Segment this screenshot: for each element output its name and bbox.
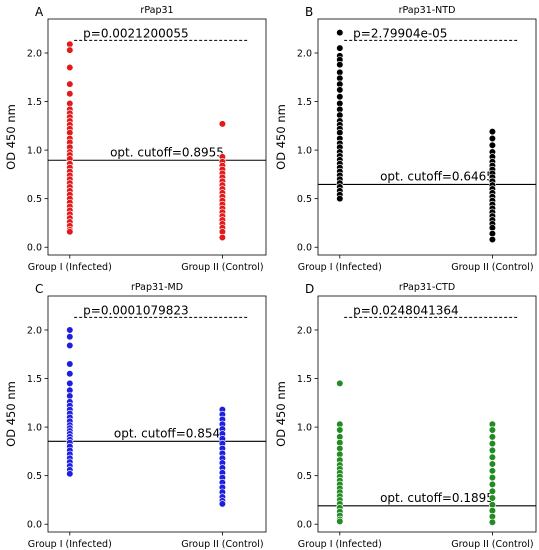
panel-letter: B (305, 5, 313, 19)
chart-title: rPap31-NTD (399, 5, 456, 16)
cutoff-label: opt. cutoff=0.1895 (380, 491, 494, 505)
data-point (336, 86, 344, 94)
data-point (488, 128, 497, 136)
p-value-label: p=0.0021200055 (83, 26, 188, 40)
y-tick-label: 1.5 (297, 97, 312, 108)
data-point (218, 500, 226, 508)
data-point (488, 235, 497, 244)
data-point (488, 480, 497, 489)
data-point (336, 93, 344, 101)
cutoff-label: opt. cutoff=0.6465 (380, 169, 494, 183)
data-point (488, 433, 497, 441)
data-point (336, 28, 344, 37)
y-tick-label: 1.0 (297, 423, 312, 434)
y-tick-label: 2.0 (297, 325, 312, 336)
data-point (66, 360, 74, 368)
y-tick-label: 1.0 (297, 146, 312, 157)
data-point (66, 90, 74, 98)
panel-letter: A (35, 5, 44, 19)
data-point (488, 460, 497, 468)
x-tick-label: Group II (Control) (181, 539, 263, 550)
y-tick-label: 0.5 (297, 471, 312, 482)
plot-frame (317, 18, 537, 256)
plot-frame (47, 18, 267, 256)
data-point (488, 446, 497, 455)
y-axis-label: OD 450 nm (4, 104, 18, 170)
p-value-label: p=0.0001079823 (83, 303, 188, 317)
data-point (66, 470, 74, 478)
y-tick-label: 0.0 (297, 520, 312, 531)
y-tick-label: 1.5 (297, 374, 312, 385)
data-point (218, 233, 226, 242)
data-point (336, 379, 344, 388)
data-point (488, 426, 497, 434)
data-point (336, 44, 344, 52)
chart-title: rPap31-MD (131, 282, 183, 293)
data-point (488, 518, 497, 526)
x-tick-label: Group I (Infected) (28, 262, 112, 273)
y-tick-label: 1.5 (27, 97, 42, 108)
x-tick-label: Group II (Control) (451, 539, 533, 550)
data-point (66, 63, 74, 72)
data-point (488, 474, 497, 482)
y-tick-label: 0.5 (297, 194, 312, 205)
y-tick-label: 0.0 (297, 243, 312, 254)
chart-title: rPap31 (140, 5, 173, 16)
x-tick-label: Group I (Infected) (298, 539, 382, 550)
chart-title: rPap31-CTD (399, 282, 455, 293)
data-point (66, 370, 74, 378)
data-point (66, 341, 74, 350)
y-tick-label: 0.0 (27, 520, 42, 531)
data-point (336, 426, 344, 434)
data-point (218, 120, 226, 128)
y-axis-label: OD 450 nm (4, 381, 18, 447)
y-tick-label: 1.0 (27, 423, 42, 434)
data-point (336, 517, 344, 525)
data-point (488, 440, 497, 448)
x-tick-label: Group I (Infected) (28, 539, 112, 550)
data-point (66, 228, 74, 236)
data-point (66, 333, 74, 341)
data-point (66, 379, 74, 388)
y-tick-label: 1.5 (27, 374, 42, 385)
data-point (488, 467, 497, 475)
data-point (336, 195, 344, 203)
data-point (66, 80, 74, 88)
y-tick-label: 0.5 (27, 194, 42, 205)
p-value-label: p=2.79904e-05 (353, 26, 447, 40)
data-point (488, 141, 497, 149)
plot-frame (317, 295, 537, 533)
data-point (336, 61, 344, 69)
data-point (66, 326, 74, 334)
y-tick-label: 1.0 (27, 146, 42, 157)
plot-frame (47, 295, 267, 533)
y-tick-label: 2.0 (27, 48, 42, 59)
cutoff-label: opt. cutoff=0.8955 (110, 145, 224, 159)
x-tick-label: Group II (Control) (181, 262, 263, 273)
cutoff-label: opt. cutoff=0.854 (114, 426, 220, 440)
y-axis-label: OD 450 nm (274, 381, 288, 447)
data-point (66, 46, 74, 54)
y-tick-label: 2.0 (297, 48, 312, 59)
data-point (488, 494, 497, 502)
y-tick-label: 0.0 (27, 243, 42, 254)
x-tick-label: Group II (Control) (451, 262, 533, 273)
p-value-label: p=0.0248041364 (353, 303, 458, 317)
y-axis-label: OD 450 nm (274, 104, 288, 170)
data-point (488, 487, 497, 495)
panel-letter: D (305, 282, 314, 296)
y-tick-label: 2.0 (27, 325, 42, 336)
y-tick-label: 0.5 (27, 471, 42, 482)
x-tick-label: Group I (Infected) (298, 262, 382, 273)
panel-letter: C (35, 282, 43, 296)
data-point (488, 134, 497, 143)
data-point (488, 453, 497, 461)
